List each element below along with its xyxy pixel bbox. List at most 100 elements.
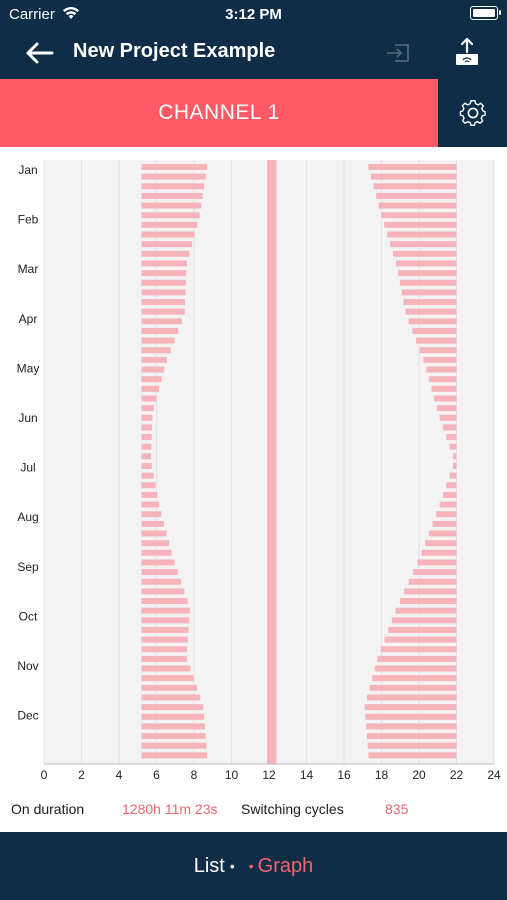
- bar-noon: [267, 160, 277, 764]
- x-tick-label: 16: [337, 768, 351, 782]
- carrier-label: Carrier: [9, 6, 55, 23]
- y-tick-label: Sep: [17, 560, 39, 574]
- bar-evening: [436, 405, 457, 412]
- bar-morning: [141, 241, 193, 248]
- bar-morning: [141, 626, 189, 633]
- bar-morning: [141, 491, 158, 498]
- bar-morning: [141, 221, 198, 228]
- page-title: New Project Example: [73, 40, 276, 62]
- summary-row: On duration 1280h 11m 23s Switching cycl…: [0, 798, 507, 822]
- bar-morning: [141, 414, 153, 421]
- bar-evening: [439, 414, 457, 421]
- bar-evening: [374, 665, 457, 672]
- bar-morning: [141, 299, 186, 306]
- battery-icon: [470, 6, 501, 20]
- bar-morning: [141, 202, 202, 209]
- bar-evening: [428, 530, 457, 537]
- bar-evening: [439, 501, 457, 508]
- bar-morning: [141, 279, 186, 286]
- bar-morning: [141, 308, 185, 315]
- bar-morning: [141, 540, 170, 547]
- x-tick-label: 0: [41, 768, 48, 782]
- bar-evening: [391, 617, 457, 624]
- bar-evening: [428, 376, 457, 383]
- bar-evening: [384, 636, 457, 643]
- bar-morning: [141, 472, 154, 479]
- x-tick-label: 12: [262, 768, 276, 782]
- bar-morning: [141, 733, 206, 740]
- bar-evening: [423, 356, 457, 363]
- bottom-tab-bar: List • • Graph: [0, 832, 507, 900]
- y-tick-label: Jul: [20, 461, 35, 475]
- bar-morning: [141, 520, 164, 527]
- bar-morning: [141, 405, 154, 412]
- bar-evening: [368, 164, 457, 170]
- y-tick-label: Jan: [18, 163, 37, 177]
- bar-evening: [367, 742, 457, 749]
- bar-evening: [449, 443, 457, 450]
- bar-evening: [398, 270, 457, 277]
- y-tick-label: Nov: [17, 659, 38, 673]
- y-tick-label: Aug: [17, 510, 38, 524]
- bar-morning: [141, 260, 187, 267]
- bar-morning: [141, 752, 208, 759]
- x-tick-label: 8: [191, 768, 198, 782]
- bar-morning: [141, 598, 188, 605]
- bar-evening: [387, 231, 457, 238]
- gear-icon: [459, 100, 486, 126]
- bar-morning: [141, 250, 190, 257]
- bar-evening: [395, 607, 457, 614]
- bar-evening: [405, 308, 457, 315]
- x-tick-label: 6: [153, 768, 160, 782]
- bar-morning: [141, 164, 208, 170]
- bar-evening: [404, 588, 457, 595]
- bar-evening: [366, 694, 457, 701]
- x-tick-label: 24: [487, 768, 501, 782]
- switching-cycles-value: 835: [385, 801, 409, 817]
- bar-evening: [378, 202, 457, 209]
- x-tick-label: 4: [116, 768, 123, 782]
- bar-evening: [419, 347, 457, 354]
- import-icon[interactable]: [384, 40, 412, 66]
- tab-graph[interactable]: Graph: [257, 854, 314, 877]
- bar-evening: [366, 733, 457, 740]
- bar-evening: [403, 299, 457, 306]
- bar-morning: [141, 549, 172, 556]
- bar-evening: [416, 337, 457, 344]
- bar-morning: [141, 694, 201, 701]
- bar-evening: [408, 578, 457, 585]
- bar-morning: [141, 511, 162, 518]
- bar-evening: [364, 704, 457, 711]
- bar-evening: [425, 540, 457, 547]
- tab-separator: •: [229, 858, 235, 874]
- y-tick-label: Apr: [19, 312, 38, 326]
- bar-evening: [452, 453, 457, 460]
- on-duration-value: 1280h 11m 23s: [122, 801, 218, 817]
- timeline-chart-svg: 0 2 4 6 8 10 12 14 16 18 20 22 24JanFebMarAprMayJunJ…: [17, 160, 501, 782]
- bar-evening: [401, 289, 457, 296]
- bar-morning: [141, 569, 178, 576]
- x-tick-label: 2: [78, 768, 85, 782]
- bar-morning: [141, 183, 205, 190]
- bar-morning: [141, 270, 187, 277]
- bar-morning: [141, 453, 152, 460]
- bar-morning: [141, 646, 188, 653]
- bar-evening: [449, 472, 457, 479]
- back-arrow-icon[interactable]: [22, 38, 58, 68]
- bar-morning: [141, 636, 188, 643]
- bar-morning: [141, 231, 195, 238]
- bar-evening: [366, 723, 457, 730]
- app-header: Carrier 3:12 PM New Project Example: [0, 0, 507, 79]
- bar-morning: [141, 501, 160, 508]
- bar-morning: [141, 327, 179, 334]
- bar-morning: [141, 742, 207, 749]
- bar-morning: [141, 530, 167, 537]
- tab-list[interactable]: List: [193, 854, 225, 877]
- bar-morning: [141, 347, 171, 354]
- bar-evening: [396, 260, 457, 267]
- wifi-icon: [63, 7, 79, 19]
- bar-morning: [141, 212, 200, 219]
- upload-icon[interactable]: [452, 36, 482, 68]
- channel-settings-button[interactable]: [438, 79, 507, 147]
- y-tick-label: Jun: [18, 411, 37, 425]
